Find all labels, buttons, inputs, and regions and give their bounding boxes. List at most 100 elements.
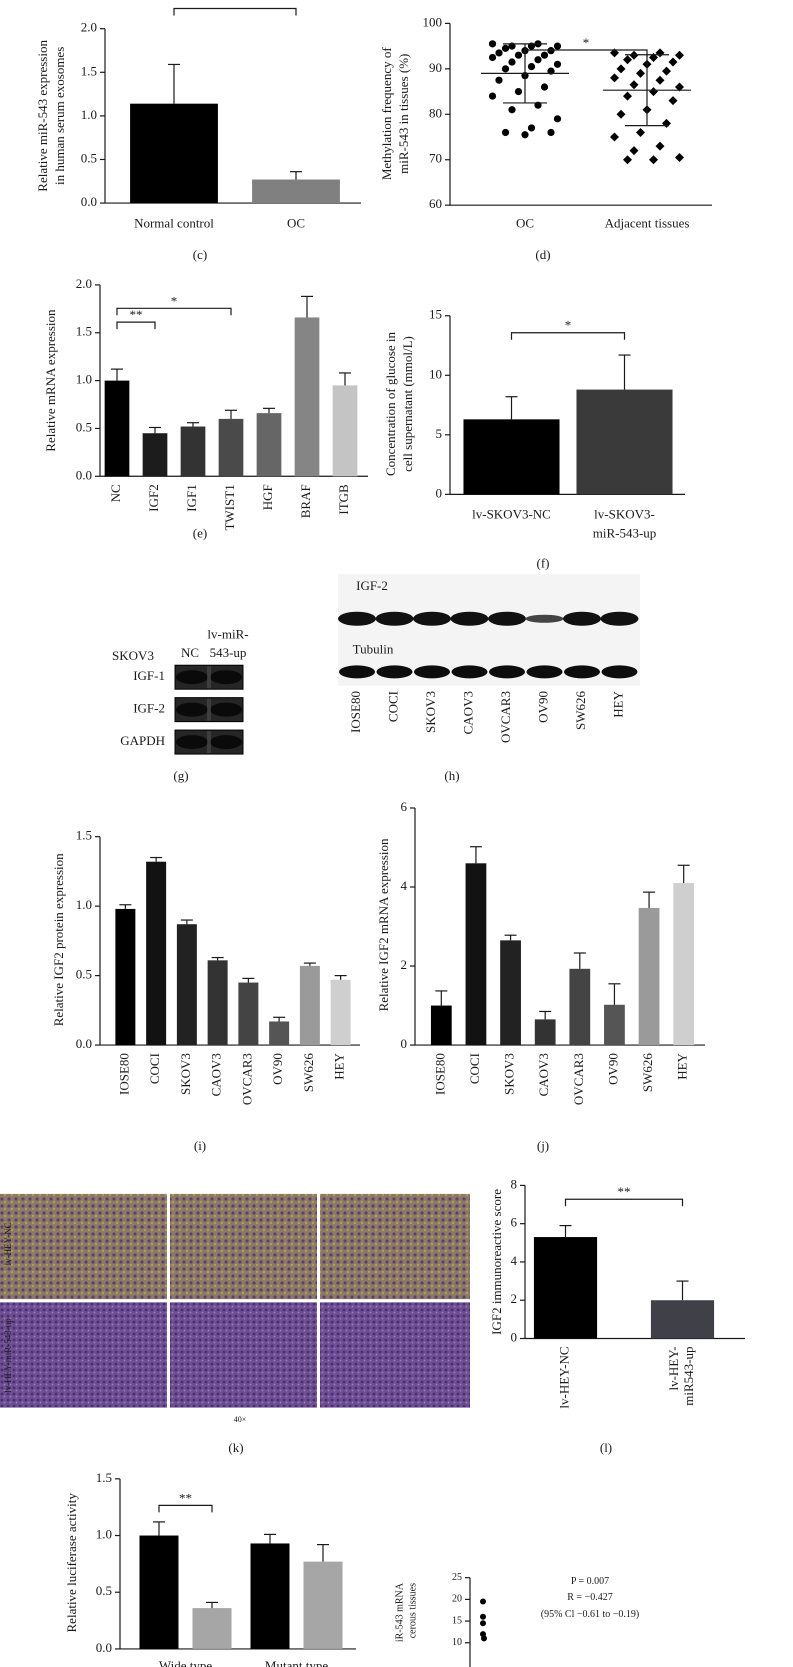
blot-band: [176, 702, 208, 717]
bar: [176, 924, 197, 1046]
blot-band: [339, 665, 375, 679]
y-tick-label: 10: [452, 1637, 462, 1648]
blot-column-label: SKOV3: [423, 691, 438, 733]
bar: [146, 861, 167, 1046]
blot-row-label: IGF-2: [133, 701, 165, 716]
blot-gap: [207, 731, 211, 754]
bar: [650, 1300, 715, 1339]
bar: [576, 389, 673, 495]
y-tick-label: 6: [511, 1215, 518, 1230]
blot-column-label: OVCAR3: [498, 691, 513, 743]
y-axis-label: Relative luciferase activity: [64, 1493, 79, 1633]
y-axis-label: cell supernatant (mmol/L): [400, 336, 415, 472]
point: [480, 1620, 486, 1627]
blot-band: [210, 670, 242, 685]
y-tick-label: 1.5: [76, 324, 92, 339]
dot: [616, 64, 626, 74]
y-tick-label: 1.0: [81, 107, 97, 122]
bar: [218, 418, 244, 477]
blot-column-label: COCI: [385, 691, 400, 722]
x-tick-label: Wide type: [159, 1658, 212, 1667]
dot: [623, 155, 632, 165]
bar: [463, 419, 560, 495]
blot-row-label: IGF-1: [133, 668, 165, 683]
y-tick-label: 1.0: [96, 1527, 112, 1542]
y-tick-label: 15: [452, 1615, 462, 1626]
bar: [252, 179, 340, 204]
panel-label: (f): [537, 556, 550, 571]
dot: [527, 62, 536, 71]
bar: [299, 965, 320, 1046]
y-tick-label: 0: [436, 485, 443, 500]
dot: [508, 58, 516, 66]
y-tick-label: 1.5: [76, 828, 92, 843]
x-tick-label: OV90: [270, 1053, 285, 1085]
y-tick-label: 100: [423, 14, 443, 29]
blot-column-label: NC: [181, 645, 199, 660]
blot-row-label: Tubulin: [353, 642, 394, 657]
x-tick-label: SKOV3: [178, 1053, 193, 1095]
y-tick-label: 2: [511, 1291, 518, 1306]
y-axis-label: in human serum exosomes: [52, 47, 67, 185]
dot: [501, 65, 510, 73]
dot: [488, 92, 497, 100]
dot: [629, 146, 639, 156]
x-tick-label: HEY: [675, 1052, 690, 1079]
bar: [180, 426, 206, 477]
dot: [527, 124, 536, 132]
micrograph: [320, 1302, 470, 1408]
x-tick-label: SW626: [301, 1053, 316, 1093]
bar: [269, 1021, 290, 1046]
y-axis-label: cerous tissues: [407, 1583, 418, 1638]
annotation: P = 0.007: [571, 1576, 609, 1587]
x-tick-label: IGF2: [146, 484, 161, 511]
x-tick-label: IOSE80: [432, 1053, 447, 1095]
bar: [303, 1561, 343, 1649]
blot-band: [176, 735, 208, 750]
y-tick-label: 0.0: [81, 194, 97, 209]
dot: [649, 87, 658, 97]
blot-column-label: 543-up: [210, 645, 247, 660]
blot-band: [450, 611, 489, 626]
bar: [534, 1019, 556, 1046]
blot-row-label: IGF-2: [356, 578, 388, 593]
y-tick-label: 1.5: [96, 1470, 112, 1485]
y-tick-label: 1.0: [76, 897, 92, 912]
bar: [430, 1005, 452, 1046]
x-tick-label: IGF1: [184, 484, 199, 511]
dot: [514, 87, 523, 96]
x-tick-label: NC: [108, 484, 123, 502]
significance-bracket: [524, 49, 648, 57]
y-tick-label: 2: [401, 957, 408, 972]
x-tick-label: ITGB: [336, 484, 351, 515]
panel-label: (h): [444, 768, 459, 783]
y-tick-label: 0.5: [96, 1583, 112, 1598]
annotation: R = −0.427: [567, 1592, 612, 1603]
dot: [488, 53, 497, 62]
bar: [673, 883, 695, 1046]
significance-bracket: [158, 1504, 213, 1513]
blot-band: [600, 611, 639, 626]
dot: [649, 155, 658, 165]
x-tick-label: COCI: [467, 1053, 482, 1084]
x-tick-label: lv-SKOV3-: [594, 507, 655, 522]
bar: [256, 413, 282, 477]
dot: [495, 76, 503, 84]
x-tick-label: lv-SKOV3-NC: [472, 507, 551, 522]
y-axis-label: Relative IGF2 protein expression: [51, 853, 66, 1026]
blot-band: [176, 670, 208, 685]
dot: [553, 115, 562, 123]
dot: [508, 106, 516, 114]
y-axis-label: IGF2 immunoreactive score: [489, 1189, 504, 1335]
blot-band: [376, 665, 413, 679]
dot: [636, 68, 645, 78]
x-tick-label: BRAF: [298, 484, 313, 518]
bar: [332, 385, 358, 477]
micrograph: [0, 1193, 167, 1300]
y-tick-label: 10: [429, 366, 442, 381]
micrograph-row-label: lv-HEY-NC: [3, 1222, 13, 1265]
y-tick-label: 1.0: [76, 372, 92, 387]
dot: [501, 128, 510, 137]
micrograph: [170, 1193, 317, 1300]
dot: [547, 47, 555, 55]
